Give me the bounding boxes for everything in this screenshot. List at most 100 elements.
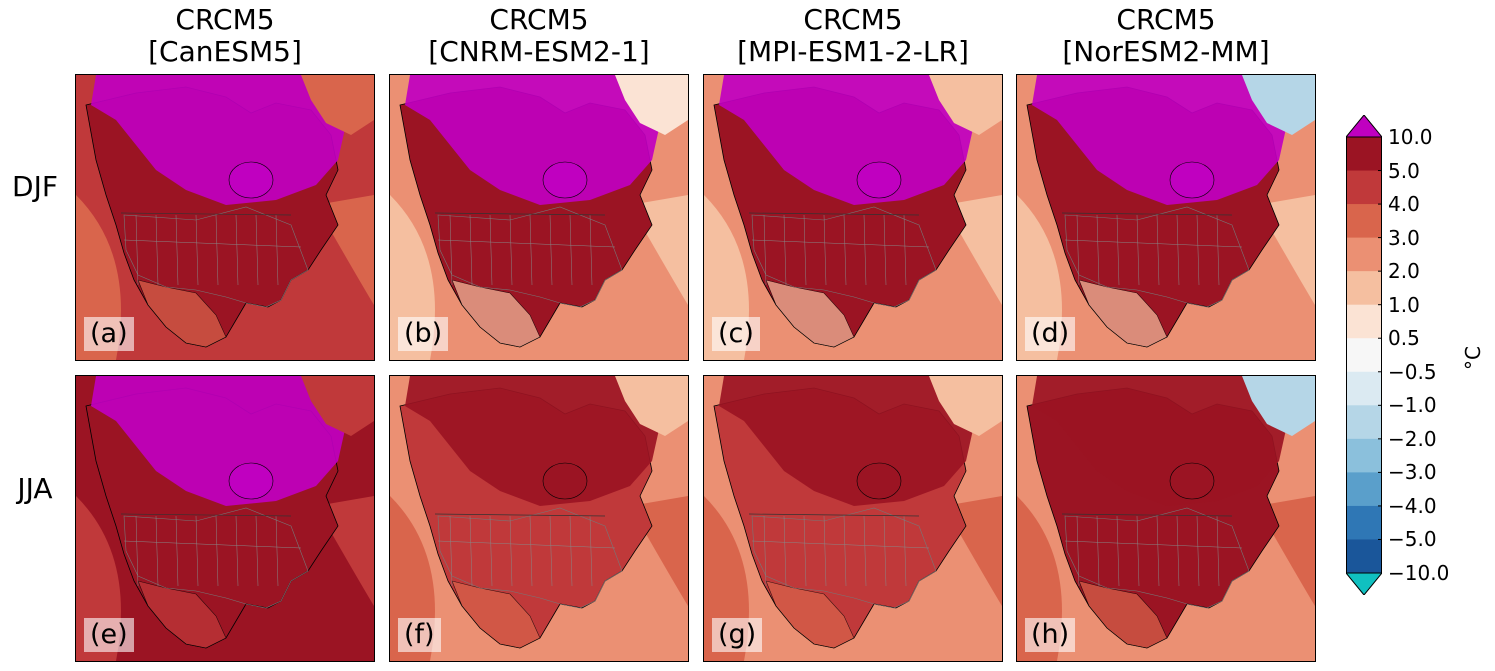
colorbar-bin [1346,271,1382,306]
column-title-2: CRCM5 [CNRM-ESM2-1] [389,4,689,68]
colorbar-bin [1346,371,1382,406]
map-panel-e: (e) [75,375,375,662]
colorbar-tick-label: 0.5 [1388,326,1420,351]
temperature-change-field [704,376,1002,661]
colorbar-unit-label: °C [1461,346,1485,370]
column-title-line2: [MPI-ESM1-2-LR] [737,35,969,68]
column-title-line1: CRCM5 [175,3,275,36]
map-panel-g: (g) [703,375,1003,662]
northeast-ocean-field [1242,75,1315,135]
hudson-bay [228,462,274,500]
northeast-ocean-field [1242,376,1315,436]
colorbar-tick-label: −2.0 [1388,426,1437,451]
mexico-field [765,580,855,649]
usa-boundary [1064,507,1250,609]
northeast-ocean-field [615,75,688,135]
hudson-bay [1169,161,1215,199]
map-panel-f: (f) [389,375,689,662]
panel-label: (g) [712,618,763,652]
mexico-field [1078,580,1168,649]
northeast-ocean-field [301,376,374,436]
usa-boundary [751,206,937,308]
hudson-bay [856,462,902,500]
map-panel-c: (c) [703,74,1003,361]
colorbar-tick-label: −5.0 [1388,527,1437,552]
mexico-field [765,279,855,348]
colorbar-tick-label: −1.0 [1388,393,1437,418]
hudson-bay [228,161,274,199]
column-title-line2: [NorESM2-MM] [1062,35,1270,68]
colorbar-bin [1346,438,1382,473]
temperature-change-field [76,376,374,661]
panel-label: (b) [398,317,449,351]
panel-label: (h) [1025,618,1076,652]
colorbar-bin [1346,338,1382,373]
mexico-field [451,279,541,348]
usa-boundary [437,507,623,609]
arctic-field [1032,376,1297,506]
colorbar-tick-label: 2.0 [1388,259,1420,284]
colorbar-bin [1346,405,1382,440]
colorbar-tick-label: 5.0 [1388,158,1420,183]
northeast-ocean-field [929,376,1002,436]
colorbar-extend-max [1346,115,1382,138]
hudson-bay [856,161,902,199]
colorbar-bin [1346,237,1382,272]
map-panel-b: (b) [389,74,689,361]
row-label-jja: JJA [17,472,53,505]
mexico-field [137,279,227,348]
column-title-line1: CRCM5 [489,3,589,36]
arctic-field [1032,75,1297,205]
colorbar-tick-label: 4.0 [1388,192,1420,217]
colorbar-tick-label: −10.0 [1388,561,1450,585]
colorbar-bin [1346,539,1382,574]
mexico-field [451,580,541,649]
hudson-bay [542,161,588,199]
map-panel-a: (a) [75,74,375,361]
northeast-ocean-field [929,75,1002,135]
arctic-field [719,75,984,205]
panel-label: (f) [398,618,441,652]
colorbar-tick-label: 1.0 [1388,292,1420,317]
column-title-line1: CRCM5 [1116,3,1216,36]
column-title-line2: [CNRM-ESM2-1] [428,35,650,68]
colorbar-tick-label: −0.5 [1388,359,1437,384]
colorbar-bin [1346,204,1382,239]
column-title-1: CRCM5 [CanESM5] [75,4,375,68]
northeast-ocean-field [301,75,374,135]
hudson-bay [542,462,588,500]
map-panel-h: (h) [1016,375,1316,662]
temperature-change-field [1017,75,1315,360]
usa-boundary [751,507,937,609]
colorbar-bin [1346,304,1382,339]
mexico-field [137,580,227,649]
arctic-field [719,376,984,506]
column-title-3: CRCM5 [MPI-ESM1-2-LR] [703,4,1003,68]
map-panel-d: (d) [1016,74,1316,361]
panel-label: (c) [712,317,760,351]
colorbar [1346,115,1382,595]
usa-boundary [1064,206,1250,308]
temperature-change-field [1017,376,1315,661]
colorbar-tick-label: 10.0 [1388,125,1433,149]
temperature-change-field [390,75,688,360]
temperature-change-field [704,75,1002,360]
arctic-field [91,376,356,506]
colorbar-bin [1346,472,1382,507]
usa-boundary [123,206,309,308]
panel-label: (d) [1025,317,1076,351]
column-title-line1: CRCM5 [803,3,903,36]
panel-label: (a) [84,317,134,351]
colorbar-tick-label: 3.0 [1388,225,1420,250]
temperature-change-field [76,75,374,360]
colorbar-extend-min [1346,572,1382,595]
colorbar-bin [1346,505,1382,540]
usa-boundary [437,206,623,308]
colorbar-tick-label: −3.0 [1388,460,1437,485]
usa-boundary [123,507,309,609]
arctic-field [91,75,356,205]
temperature-change-field [390,376,688,661]
column-title-4: CRCM5 [NorESM2-MM] [1016,4,1316,68]
arctic-field [405,376,670,506]
mexico-field [1078,279,1168,348]
